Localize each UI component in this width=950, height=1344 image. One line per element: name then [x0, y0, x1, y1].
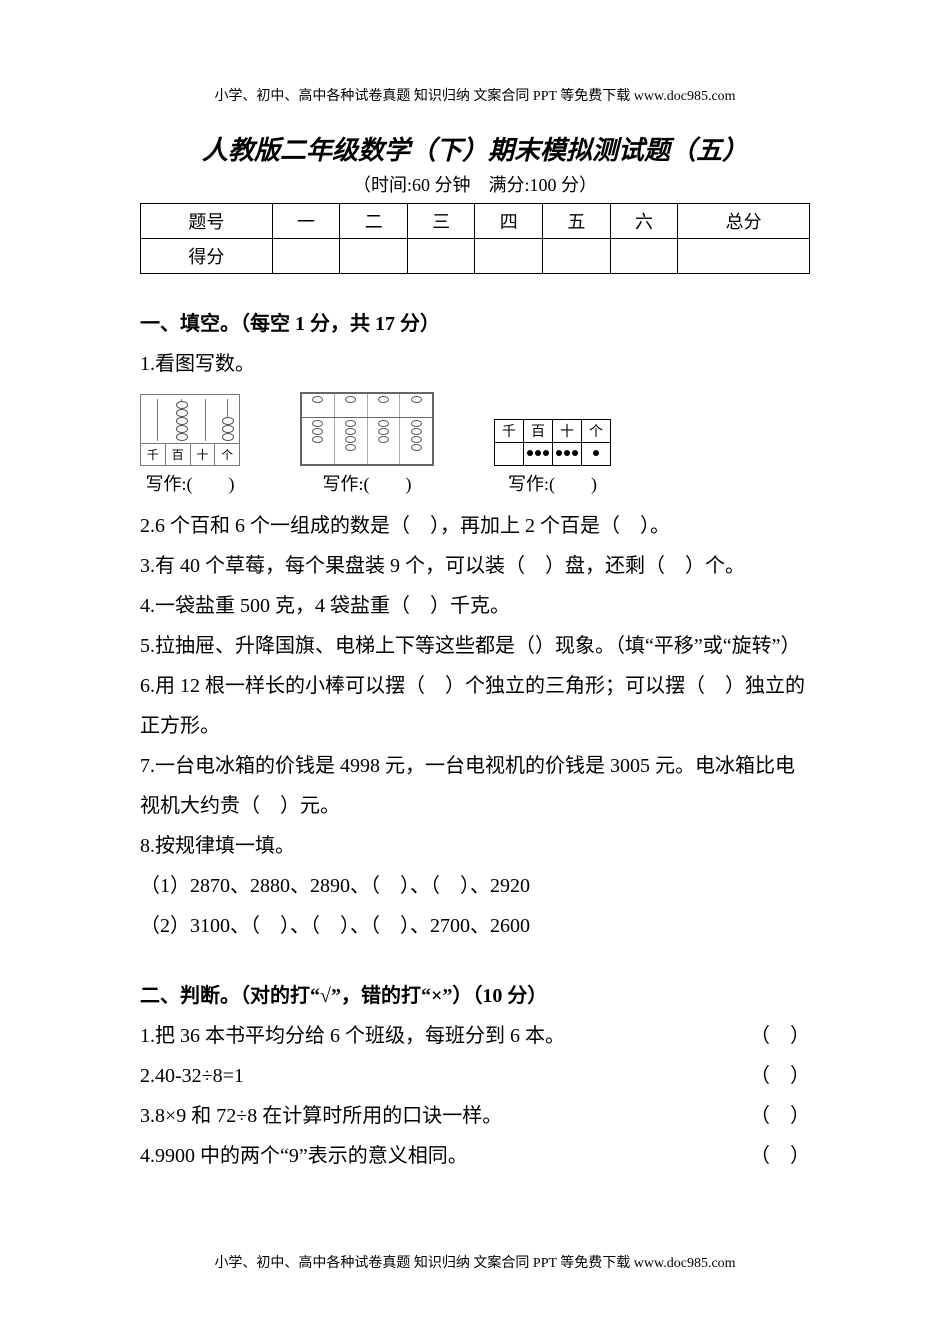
score-cell	[543, 239, 611, 274]
score-header: 一	[272, 204, 340, 239]
header-note: 小学、初中、高中各种试卷真题 知识归纳 文案合同 PPT 等免费下载 www.d…	[0, 85, 950, 105]
score-header: 三	[407, 204, 475, 239]
place-label: 千	[495, 420, 524, 443]
judge-item: 4.9900 中的两个“9”表示的意义相同。 （ ）	[140, 1136, 810, 1176]
score-header: 总分	[678, 204, 810, 239]
score-table: 题号 一 二 三 四 五 六 总分 得分	[140, 203, 810, 274]
pv-cell	[582, 443, 611, 466]
judge-text: 2.40-32÷8=1	[140, 1056, 244, 1096]
place-label: 十	[191, 443, 216, 465]
judge-item: 1.把 36 本书平均分给 6 个班级，每班分到 6 本。 （ ）	[140, 1016, 810, 1056]
q2: 2.6 个百和 6 个一组成的数是（ ），再加上 2 个百是（ ）。	[140, 506, 810, 546]
q8-2: （2）3100、（ ）、（ ）、（ ）、2700、2600	[140, 906, 810, 946]
pv-cell	[495, 443, 524, 466]
judge-paren: （ ）	[750, 1056, 810, 1096]
figure-a-caption: 写作:( )	[146, 470, 235, 496]
judge-item: 2.40-32÷8=1 （ ）	[140, 1056, 810, 1096]
score-cell	[407, 239, 475, 274]
score-header: 题号	[141, 204, 273, 239]
score-header: 二	[340, 204, 408, 239]
score-value-row: 得分	[141, 239, 810, 274]
place-label: 个	[582, 420, 611, 443]
q4: 4.一袋盐重 500 克，4 袋盐重（ ）千克。	[140, 586, 810, 626]
judge-text: 1.把 36 本书平均分给 6 个班级，每班分到 6 本。	[140, 1016, 565, 1056]
score-cell	[678, 239, 810, 274]
place-label: 十	[553, 420, 582, 443]
figure-a: 千 百 十 个 写作:( )	[140, 394, 240, 496]
figure-c-caption: 写作:( )	[508, 470, 597, 496]
judge-text: 4.9900 中的两个“9”表示的意义相同。	[140, 1136, 468, 1176]
section1-heading: 一、填空。（每空 1 分，共 17 分）	[140, 304, 810, 344]
pv-cell	[553, 443, 582, 466]
score-header: 六	[610, 204, 678, 239]
q6: 6.用 12 根一样长的小棒可以摆（ ）个独立的三角形；可以摆（ ）独立的正方形…	[140, 666, 810, 746]
figure-b-caption: 写作:( )	[323, 470, 412, 496]
q5: 5.拉抽屉、升降国旗、电梯上下等这些都是（）现象。（填“平移”或“旋转”）	[140, 626, 810, 666]
place-label: 百	[166, 443, 191, 465]
judge-item: 3.8×9 和 72÷8 在计算时所用的口诀一样。 （ ）	[140, 1096, 810, 1136]
pv-cell	[524, 443, 553, 466]
score-row-label: 得分	[141, 239, 273, 274]
figures-row: 千 百 十 个 写作:( )	[140, 392, 810, 496]
score-header: 五	[543, 204, 611, 239]
q7: 7.一台电冰箱的价钱是 4998 元，一台电视机的价钱是 3005 元。电冰箱比…	[140, 746, 810, 826]
place-label: 百	[524, 420, 553, 443]
place-value-table: 千 百 十 个	[494, 419, 611, 466]
judge-paren: （ ）	[750, 1136, 810, 1176]
score-header: 四	[475, 204, 543, 239]
figure-b: 写作:( )	[300, 392, 434, 496]
suanpan-icon	[300, 392, 434, 466]
score-cell	[340, 239, 408, 274]
score-cell	[475, 239, 543, 274]
exam-title: 人教版二年级数学（下）期末模拟测试题（五）	[140, 130, 810, 167]
place-label: 个	[215, 443, 239, 465]
exam-subtitle: （时间:60 分钟 满分:100 分）	[140, 171, 810, 197]
abacus-icon: 千 百 十 个	[140, 394, 240, 466]
q8-intro: 8.按规律填一填。	[140, 826, 810, 866]
judge-paren: （ ）	[750, 1096, 810, 1136]
q1-intro: 1.看图写数。	[140, 344, 810, 384]
place-label: 千	[141, 443, 166, 465]
footer-note: 小学、初中、高中各种试卷真题 知识归纳 文案合同 PPT 等免费下载 www.d…	[0, 1252, 950, 1272]
score-cell	[610, 239, 678, 274]
q8-1: （1）2870、2880、2890、（ ）、（ ）、2920	[140, 866, 810, 906]
figure-c: 千 百 十 个 写作:( )	[494, 419, 611, 496]
judge-paren: （ ）	[750, 1016, 810, 1056]
judge-text: 3.8×9 和 72÷8 在计算时所用的口诀一样。	[140, 1096, 502, 1136]
q3: 3.有 40 个草莓，每个果盘装 9 个，可以装（ ）盘，还剩（ ）个。	[140, 546, 810, 586]
section2-heading: 二、判断。（对的打“√”，错的打“×”）（10 分）	[140, 976, 810, 1016]
score-cell	[272, 239, 340, 274]
score-header-row: 题号 一 二 三 四 五 六 总分	[141, 204, 810, 239]
page: 小学、初中、高中各种试卷真题 知识归纳 文案合同 PPT 等免费下载 www.d…	[0, 0, 950, 1344]
